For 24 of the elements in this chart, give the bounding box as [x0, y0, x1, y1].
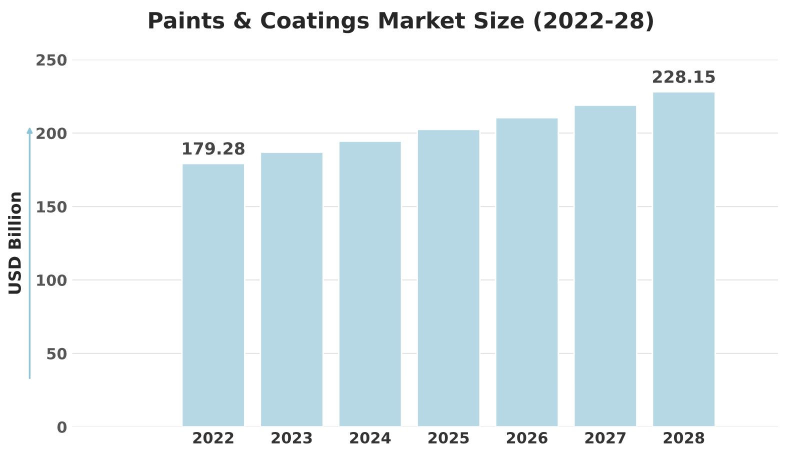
data-label: 179.28 [183, 142, 244, 155]
y-tick-label: 0 [57, 421, 67, 433]
bar [260, 152, 324, 427]
x-tick-label: 2027 [585, 432, 626, 444]
y-tick-label: 200 [36, 128, 67, 140]
y-tick-label: 250 [36, 54, 67, 66]
x-tick-label: 2026 [506, 432, 548, 444]
chart-title: Paints & Coatings Market Size (2022-28) [149, 11, 653, 34]
x-tick-label: 2023 [272, 432, 312, 444]
bar [573, 104, 638, 427]
y-tick-label: 100 [37, 274, 67, 286]
bar [416, 128, 481, 427]
bar [652, 91, 716, 427]
y-axis-title: USD Billion [8, 192, 21, 294]
x-tick-label: 2022 [193, 432, 234, 444]
x-tick-label: 2028 [664, 432, 704, 444]
x-tick-label: 2025 [428, 432, 469, 444]
y-tick-label: 50 [47, 348, 67, 360]
x-tick-label: 2024 [350, 432, 391, 444]
bar [494, 116, 560, 427]
y-tick-label: 150 [37, 201, 67, 213]
bar [338, 140, 402, 427]
data-label: 228.15 [653, 70, 715, 83]
bar [181, 162, 246, 427]
